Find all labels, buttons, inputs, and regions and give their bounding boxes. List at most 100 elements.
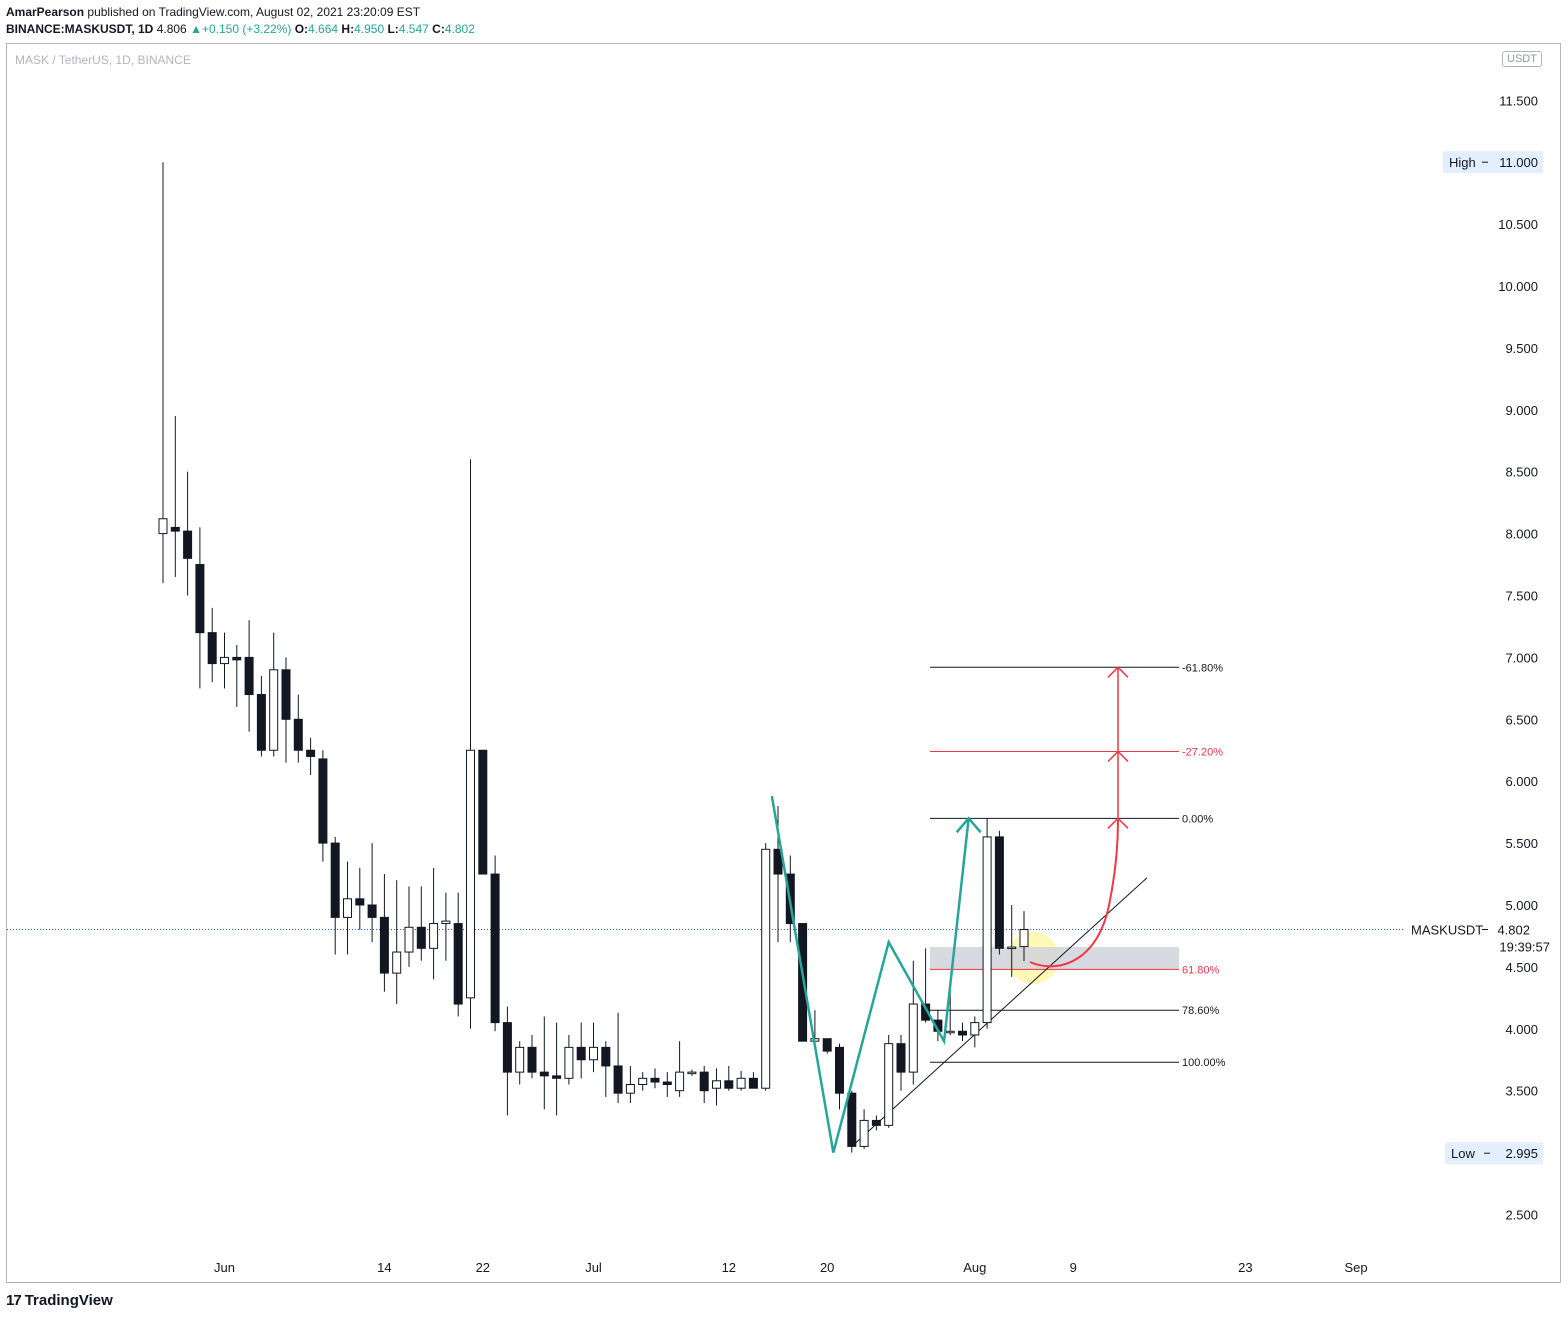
y-tick-label: 9.000 xyxy=(1505,403,1538,418)
candle-body xyxy=(921,1003,931,1021)
y-tick-label: 10.000 xyxy=(1498,279,1538,294)
candle-body xyxy=(1007,946,1017,950)
projection-arrowhead xyxy=(1107,666,1129,678)
candle-body xyxy=(675,1071,685,1092)
candle-body xyxy=(699,1071,709,1092)
candle xyxy=(958,1022,967,1042)
low-marker-label: Low xyxy=(1451,1146,1475,1161)
x-tick-label: Jun xyxy=(214,1260,235,1275)
candle xyxy=(207,607,217,683)
candle-body xyxy=(650,1077,660,1083)
candle xyxy=(650,1068,660,1089)
candle xyxy=(281,657,291,763)
candle xyxy=(527,1034,537,1079)
candle xyxy=(982,818,992,1029)
candle-body xyxy=(441,920,451,925)
y-tick-label: 5.000 xyxy=(1505,898,1538,913)
candle xyxy=(736,1070,746,1091)
candle xyxy=(613,1012,623,1104)
candle xyxy=(441,892,451,961)
candle-body xyxy=(539,1071,549,1077)
candle xyxy=(183,471,193,596)
candle xyxy=(429,867,439,980)
y-tick-label: 6.500 xyxy=(1505,712,1538,727)
high-label: H: xyxy=(341,22,355,36)
candle xyxy=(306,737,316,776)
candle-body xyxy=(712,1080,721,1089)
candle-body xyxy=(662,1081,672,1086)
candle xyxy=(466,459,475,1029)
candle-body xyxy=(589,1046,598,1061)
publisher-name: AmarPearson xyxy=(6,5,85,19)
candle-body xyxy=(306,749,316,757)
candle xyxy=(195,527,205,689)
y-tick-label: 2.500 xyxy=(1505,1208,1538,1223)
candle-body xyxy=(748,1077,758,1089)
x-tick-label: Aug xyxy=(963,1260,986,1275)
candle-body xyxy=(318,758,328,844)
candle-body xyxy=(896,1043,906,1073)
candle xyxy=(478,749,488,875)
candle-body xyxy=(761,848,771,1089)
y-tick-label: 5.500 xyxy=(1505,836,1538,851)
candle xyxy=(748,1072,758,1089)
candle xyxy=(330,836,340,955)
candle-body xyxy=(908,1003,918,1073)
candle xyxy=(761,843,771,1091)
candle xyxy=(293,694,303,763)
candle-body xyxy=(945,1030,955,1034)
candle xyxy=(1019,911,1029,962)
candle-body xyxy=(552,1075,562,1079)
candle-body xyxy=(343,898,352,918)
candle-body xyxy=(429,923,439,949)
candle-body xyxy=(330,842,340,918)
candle-body xyxy=(859,1119,869,1147)
candle-body xyxy=(220,656,229,665)
candle xyxy=(908,960,918,1085)
candle xyxy=(662,1072,672,1097)
x-tick-label: 20 xyxy=(820,1260,834,1275)
candle xyxy=(822,1038,832,1054)
candle-body xyxy=(835,1046,844,1094)
trend-line xyxy=(851,877,1148,1147)
currency-badge[interactable]: USDT xyxy=(1502,51,1542,67)
fib-zone-band xyxy=(930,947,1179,970)
candle xyxy=(699,1065,709,1104)
high-marker-box xyxy=(1443,151,1543,174)
projection-arrowhead xyxy=(1107,817,1129,829)
candle-body xyxy=(355,898,365,906)
price-change: +0.150 (+3.22%) xyxy=(201,22,292,36)
low-marker-value: 2.995 xyxy=(1505,1146,1538,1161)
candle xyxy=(343,861,352,955)
projection-curve xyxy=(1029,819,1119,968)
x-tick-label: Sep xyxy=(1345,1260,1368,1275)
candle xyxy=(318,750,328,862)
tradingview-brand: TradingView xyxy=(24,1292,113,1309)
candle xyxy=(232,645,242,707)
candle-body xyxy=(404,926,414,953)
candle xyxy=(871,1115,881,1131)
candle-body xyxy=(158,518,168,535)
high-marker-label: High xyxy=(1449,155,1476,170)
candle-body xyxy=(847,1092,857,1147)
candle xyxy=(625,1065,635,1104)
y-tick-label: 9.500 xyxy=(1505,341,1538,356)
candle-body xyxy=(367,904,377,918)
candle-body xyxy=(293,718,303,751)
candle xyxy=(367,843,377,943)
candle-body xyxy=(490,873,500,1024)
chart-frame xyxy=(6,43,1561,1283)
candle-body xyxy=(625,1084,635,1094)
y-tick-label: 3.500 xyxy=(1505,1084,1538,1099)
candle-body xyxy=(416,926,426,949)
candle xyxy=(269,632,279,757)
fib-level-label: 100.00% xyxy=(1182,1057,1226,1069)
open-label: O: xyxy=(294,22,309,36)
candle xyxy=(256,675,266,757)
candle xyxy=(1007,905,1017,977)
tradingview-logo[interactable]: 17 TradingView xyxy=(6,1292,113,1309)
candle xyxy=(798,923,808,1042)
candle xyxy=(994,830,1004,955)
candle xyxy=(712,1068,721,1106)
